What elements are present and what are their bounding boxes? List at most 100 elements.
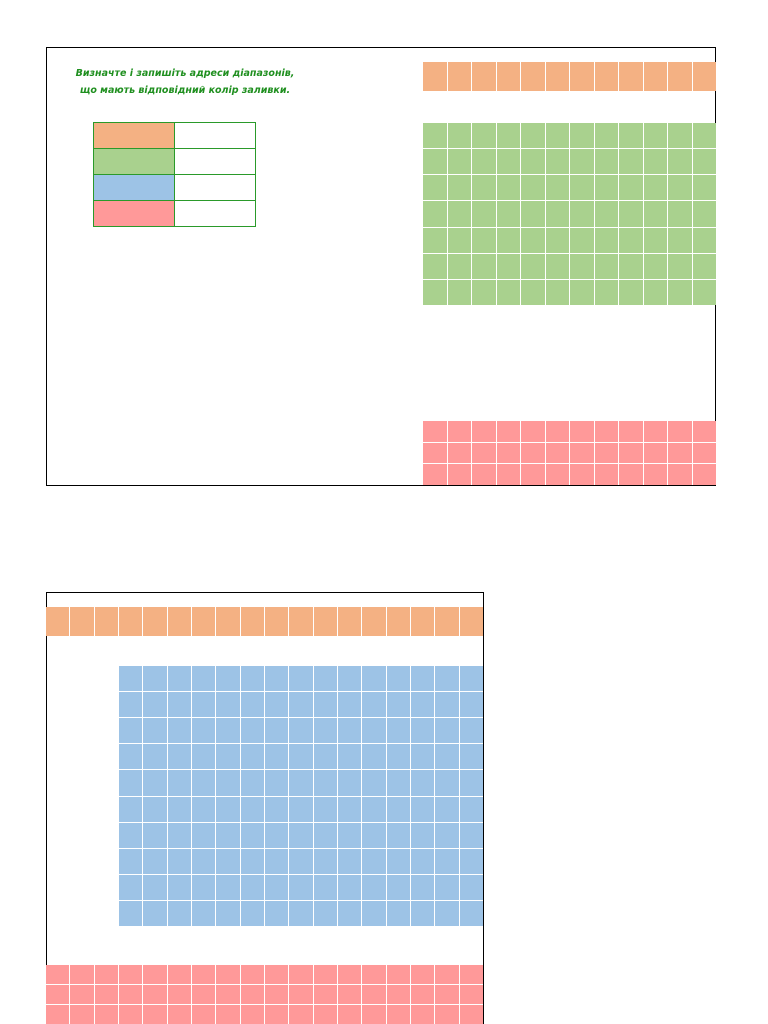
green-answer-cell[interactable] [174, 148, 256, 175]
blue-cell [362, 848, 386, 874]
blue-cell [192, 900, 216, 926]
blue-cell [143, 900, 167, 926]
red-cell [594, 464, 618, 485]
green-cell [594, 253, 618, 279]
blue-cell [386, 744, 410, 770]
blue-cell [265, 666, 289, 692]
blue-cell [289, 692, 313, 718]
red-cell [265, 1005, 289, 1024]
red-cell [643, 442, 667, 464]
red-cell [545, 442, 569, 464]
green-cell [496, 149, 520, 175]
red-cell [521, 464, 545, 485]
blue-cell [313, 770, 337, 796]
blue-cell [143, 874, 167, 900]
blue-cell [459, 770, 483, 796]
green-cell [447, 279, 471, 305]
blue-cell [435, 900, 459, 926]
blue-cell [119, 848, 143, 874]
orange-cell [545, 62, 569, 91]
green-cell [472, 279, 496, 305]
blue-cell [362, 770, 386, 796]
red-answer-cell[interactable] [174, 200, 256, 227]
blue-cell [411, 822, 435, 848]
blue-cell [240, 770, 264, 796]
green-cell [447, 175, 471, 201]
red-cell [167, 965, 191, 984]
green-cell [594, 175, 618, 201]
blue-swatch [93, 174, 175, 201]
blue-cell [240, 874, 264, 900]
red-cell [472, 464, 496, 485]
blue-cell [265, 848, 289, 874]
red-cell [240, 985, 264, 1004]
blue-cell [313, 666, 337, 692]
green-cell [619, 175, 643, 201]
worksheet-frame-bottom [46, 592, 484, 1024]
green-cell [423, 175, 447, 201]
green-cell [668, 149, 692, 175]
blue-cell [216, 796, 240, 822]
red-cell [313, 985, 337, 1004]
red-cell [459, 985, 483, 1004]
red-cell [435, 1005, 459, 1024]
green-cell [423, 253, 447, 279]
orange-cell [496, 62, 520, 91]
blue-cell [289, 666, 313, 692]
green-cell [496, 279, 520, 305]
blue-answer-cell[interactable] [174, 174, 256, 201]
green-cell [643, 123, 667, 149]
orange-cell [435, 607, 459, 636]
red-cell [643, 464, 667, 485]
blue-cell [265, 770, 289, 796]
blue-cell [411, 900, 435, 926]
red-cell [70, 985, 94, 1004]
red-cell [423, 442, 447, 464]
green-cell [570, 149, 594, 175]
red-cell [423, 421, 447, 442]
green-cell [545, 227, 569, 253]
orange-cell [643, 62, 667, 91]
blue-cell [289, 770, 313, 796]
red-cell [167, 985, 191, 1004]
green-cell [472, 123, 496, 149]
blue-cell [435, 848, 459, 874]
blue-cell [216, 744, 240, 770]
blue-cell [362, 900, 386, 926]
blue-cell [143, 718, 167, 744]
orange-answer-cell[interactable] [174, 122, 256, 149]
orange-cell [668, 62, 692, 91]
blue-cell [459, 900, 483, 926]
red-cell [216, 965, 240, 984]
blue-cell [338, 874, 362, 900]
green-cell [668, 253, 692, 279]
blue-cell [192, 848, 216, 874]
blue-range-bottom [119, 666, 483, 926]
green-cell [692, 123, 716, 149]
green-cell [594, 227, 618, 253]
blue-cell [435, 822, 459, 848]
blue-cell [362, 822, 386, 848]
red-cell [447, 464, 471, 485]
blue-cell [362, 666, 386, 692]
blue-cell [362, 874, 386, 900]
blue-cell [167, 796, 191, 822]
red-cell [167, 1005, 191, 1024]
blue-cell [338, 744, 362, 770]
red-cell [435, 965, 459, 984]
red-cell [362, 965, 386, 984]
red-cell [289, 965, 313, 984]
green-cell [545, 279, 569, 305]
blue-cell [435, 666, 459, 692]
red-range-top [423, 421, 716, 485]
red-cell [386, 985, 410, 1004]
blue-cell [411, 796, 435, 822]
red-cell [338, 965, 362, 984]
blue-cell [386, 692, 410, 718]
blue-cell [143, 796, 167, 822]
blue-cell [289, 744, 313, 770]
blue-cell [411, 692, 435, 718]
blue-cell [289, 822, 313, 848]
orange-cell [70, 607, 94, 636]
blue-cell [362, 796, 386, 822]
